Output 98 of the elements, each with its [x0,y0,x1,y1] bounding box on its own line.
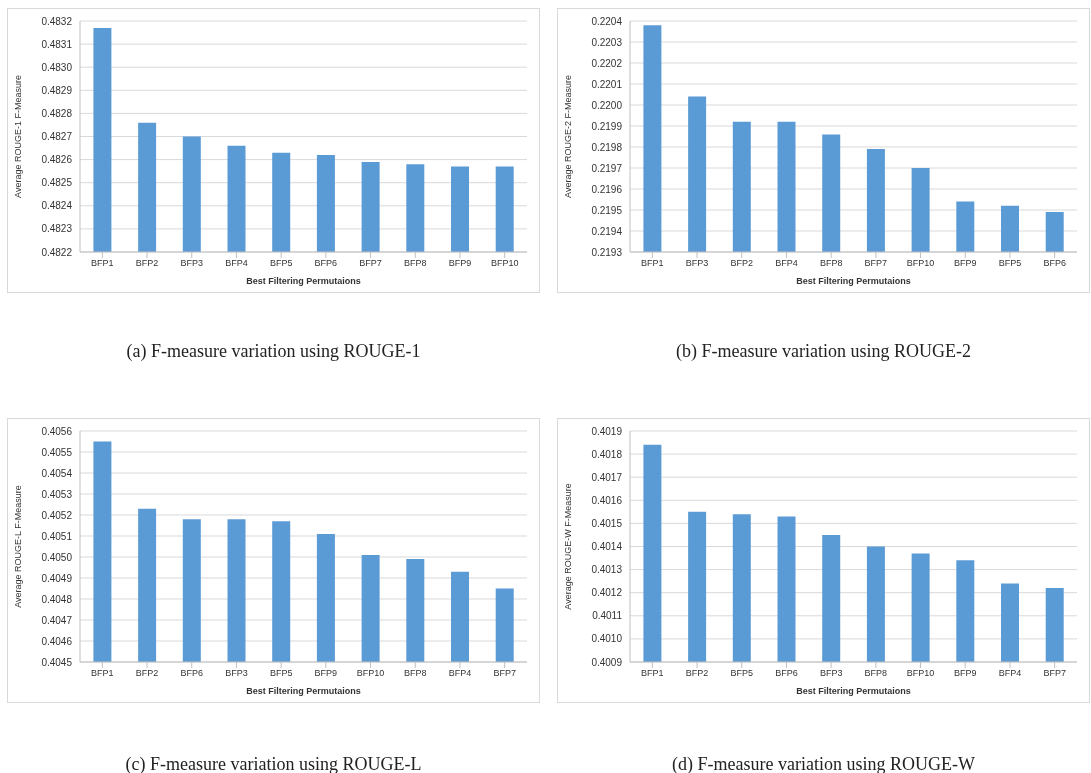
y-tick-label: 0.4055 [41,446,73,458]
y-tick-label: 0.4822 [41,246,73,258]
y-tick-label: 0.4017 [591,471,623,483]
x-tick-label: BFP2 [730,258,754,269]
x-axis-title: Best Filtering Permutaions [246,686,361,696]
y-tick-label: 0.4011 [592,610,623,622]
text: (c) F-measure variation using ROUGE-L [124,754,423,773]
x-tick-label: BFP8 [819,258,843,269]
y-tick-label: 0.4830 [41,61,73,73]
x-tick-label: BFP10 [906,668,935,679]
text: (a) F-measure variation using ROUGE-1 [125,341,422,362]
y-tick-label: 0.4018 [591,448,623,460]
x-tick-label: BFP4 [225,258,248,269]
x-tick-label: BFP9 [953,668,977,679]
y-tick-label: 0.4831 [41,38,73,50]
y-tick-label: 0.2199 [591,120,623,132]
x-tick-label: BFP9 [953,258,977,269]
x-tick-label: BFP6 [314,258,338,269]
y-tick-label: 0.2203 [591,36,623,48]
x-tick-label: BFP1 [641,668,664,679]
y-tick-label: 0.2200 [591,99,623,111]
y-tick-label: 0.2196 [591,183,623,195]
y-tick-label: 0.4825 [41,177,73,189]
y-tick-label: 0.4054 [41,467,73,479]
y-tick-label: 0.4828 [41,107,73,119]
y-tick-label: 0.4019 [591,425,623,437]
text: (d) F-measure variation using ROUGE-W [671,754,976,773]
y-tick-label: 0.4829 [41,84,73,96]
x-tick-label: BFP4 [775,258,798,269]
y-tick-label: 0.4051 [41,530,73,542]
y-tick-label: 0.4056 [41,425,73,437]
x-tick-label: BFP8 [403,668,427,679]
x-tick-label: BFP5 [998,258,1022,269]
y-tick-label: 0.2198 [591,141,623,153]
y-tick-label: 0.4016 [591,494,623,506]
x-tick-label: BFP6 [775,668,798,679]
y-axis-title: Average ROUGE-L F-Measure [13,485,24,608]
y-tick-label: 0.2193 [591,246,623,258]
y-tick-label: 0.2197 [591,162,623,174]
x-tick-label: BFP1 [91,258,114,269]
y-axis-title: Average ROUGE-2 F-Measure [563,75,574,198]
x-tick-label: BFP9 [448,258,472,269]
x-tick-label: BFP3 [685,258,709,269]
x-tick-label: BFP7 [1043,668,1066,679]
y-tick-label: 0.2202 [591,57,623,69]
y-tick-label: 0.4014 [591,541,623,553]
x-axis-title: Best Filtering Permutaions [796,276,911,286]
y-tick-label: 0.4015 [591,517,623,529]
y-tick-label: 0.4049 [41,572,73,584]
x-tick-label: BFP10 [490,258,519,269]
x-tick-label: BFP5 [269,258,293,269]
x-tick-label: BFP8 [864,668,888,679]
y-tick-label: 0.4832 [41,15,73,27]
x-tick-label: BFP9 [314,668,338,679]
x-tick-label: BFP10 [356,668,385,679]
y-tick-label: 0.4823 [41,223,73,235]
x-tick-label: BFP6 [1043,258,1066,269]
x-tick-label: BFP1 [641,258,664,269]
y-axis-title: Average ROUGE-W F-Measure [563,483,574,610]
x-tick-label: BFP3 [819,668,843,679]
y-tick-label: 0.4052 [41,509,73,521]
y-tick-label: 0.4053 [41,488,73,500]
x-tick-label: BFP5 [730,668,754,679]
y-tick-label: 0.4013 [591,564,623,576]
y-tick-label: 0.4045 [41,656,73,668]
y-tick-label: 0.2195 [591,204,623,216]
x-tick-label: BFP7 [359,258,382,269]
y-tick-label: 0.2194 [591,225,623,237]
x-tick-label: BFP6 [180,668,204,679]
x-tick-label: BFP2 [135,258,159,269]
y-tick-label: 0.4826 [41,154,73,166]
y-tick-label: 0.4047 [41,614,73,626]
y-tick-label: 0.2201 [591,78,623,90]
x-tick-label: BFP2 [685,668,709,679]
x-tick-label: BFP7 [864,258,888,269]
x-tick-label: BFP7 [493,668,516,679]
y-tick-label: 0.4048 [41,593,73,605]
y-tick-label: 0.4012 [591,587,623,599]
y-tick-label: 0.4046 [41,635,73,647]
x-tick-label: BFP10 [906,258,935,269]
y-tick-label: 0.4827 [41,131,73,143]
y-axis-title: Average ROUGE-1 F-Measure [13,75,24,198]
y-tick-label: 0.4010 [591,633,623,645]
y-tick-label: 0.4050 [41,551,73,563]
y-tick-label: 0.4824 [41,200,73,212]
x-tick-label: BFP2 [135,668,159,679]
x-tick-label: BFP3 [225,668,248,679]
text: (b) F-measure variation using ROUGE-2 [675,341,972,362]
x-tick-label: BFP1 [91,668,114,679]
x-axis-title: Best Filtering Permutaions [796,686,911,696]
x-axis-title: Best Filtering Permutaions [246,276,361,286]
y-tick-label: 0.4009 [591,656,623,668]
x-tick-label: BFP5 [269,668,293,679]
y-tick-label: 0.2204 [591,15,623,27]
x-tick-label: BFP3 [180,258,204,269]
x-tick-label: BFP8 [403,258,427,269]
x-tick-label: BFP4 [998,668,1022,679]
x-tick-label: BFP4 [448,668,472,679]
